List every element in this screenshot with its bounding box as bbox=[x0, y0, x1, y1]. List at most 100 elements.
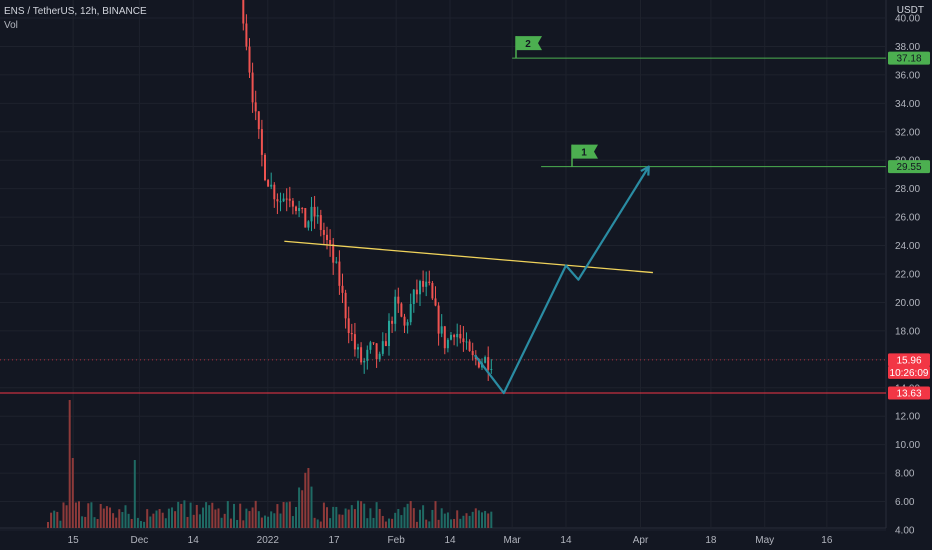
candle-body bbox=[428, 281, 431, 283]
candle bbox=[381, 332, 384, 357]
candle-body bbox=[264, 154, 266, 181]
candle-body bbox=[350, 332, 353, 335]
target-flag-1[interactable]: 1 bbox=[571, 144, 598, 167]
volume-bars bbox=[47, 400, 493, 528]
x-tick-label: May bbox=[755, 535, 774, 546]
volume-bar bbox=[248, 511, 251, 528]
volume-bar bbox=[96, 519, 99, 528]
candle-body bbox=[425, 281, 428, 287]
time-axis: 15 Dec 14 2022 17 Feb 14 Mar 14 Apr 18 May 16 bbox=[68, 0, 833, 546]
volume-bar bbox=[291, 516, 294, 528]
x-tick-label: Feb bbox=[388, 535, 406, 546]
volume-bar bbox=[301, 490, 304, 528]
volume-indicator-label[interactable]: Vol bbox=[4, 20, 18, 31]
volume-bar bbox=[161, 512, 164, 528]
volume-bar bbox=[47, 521, 49, 528]
volume-bar bbox=[124, 505, 127, 528]
current-price-label: 15.96 bbox=[888, 353, 930, 367]
volume-bar bbox=[59, 520, 62, 528]
candle bbox=[366, 345, 369, 370]
y-tick-label: 10.00 bbox=[895, 440, 920, 451]
volume-bar bbox=[434, 501, 437, 528]
volume-bar bbox=[180, 503, 183, 528]
candle-body bbox=[419, 281, 421, 295]
y-tick-label: 4.00 bbox=[895, 526, 915, 537]
candle-body bbox=[468, 341, 471, 352]
candle-body bbox=[273, 184, 276, 200]
candle-body bbox=[381, 341, 384, 354]
volume-bar bbox=[229, 518, 232, 528]
candle bbox=[425, 271, 428, 297]
volume-bar bbox=[195, 504, 198, 528]
volume-bar bbox=[366, 518, 369, 528]
candle bbox=[419, 279, 421, 307]
candle bbox=[378, 351, 381, 362]
candle bbox=[412, 289, 415, 313]
volume-bar bbox=[459, 518, 462, 528]
candle bbox=[409, 293, 412, 326]
candle-body bbox=[375, 343, 378, 360]
volume-bar bbox=[394, 512, 397, 528]
volume-bar bbox=[233, 503, 235, 528]
volume-bar bbox=[456, 510, 459, 528]
candle-body bbox=[326, 234, 328, 240]
candle-body bbox=[394, 296, 397, 324]
candle bbox=[350, 323, 353, 341]
volume-bar bbox=[481, 512, 483, 528]
target1-price-label-text: 29.55 bbox=[896, 162, 921, 173]
volume-bar bbox=[350, 505, 353, 528]
x-tick-label: 15 bbox=[68, 535, 80, 546]
volume-bar bbox=[143, 521, 146, 528]
volume-bar bbox=[288, 501, 291, 528]
candle-body bbox=[391, 320, 394, 324]
candle-body bbox=[459, 333, 462, 339]
current-price-label-text: 15.96 bbox=[896, 355, 921, 366]
candle bbox=[264, 153, 266, 182]
candle bbox=[456, 323, 459, 347]
currency-label: USDT bbox=[896, 5, 924, 16]
y-tick-label: 8.00 bbox=[895, 469, 915, 480]
volume-bar bbox=[471, 511, 474, 528]
volume-bar bbox=[307, 467, 310, 528]
support-price-label-bg bbox=[888, 386, 930, 400]
candle bbox=[484, 355, 487, 364]
volume-bar bbox=[211, 502, 214, 528]
candle bbox=[450, 331, 452, 341]
target-flag-2[interactable]: 2 bbox=[515, 36, 542, 59]
candle bbox=[487, 346, 490, 381]
candle bbox=[471, 342, 474, 361]
volume-bar bbox=[375, 502, 378, 528]
candle-body bbox=[477, 359, 480, 368]
candle bbox=[394, 289, 397, 332]
volume-bar bbox=[282, 502, 285, 528]
volume-bar bbox=[186, 516, 189, 528]
volume-bar bbox=[56, 511, 59, 528]
candle-body bbox=[487, 357, 490, 370]
candle-body bbox=[341, 285, 344, 293]
volume-bar bbox=[437, 519, 440, 528]
candle-body bbox=[440, 326, 443, 334]
volume-bar bbox=[71, 458, 74, 528]
current-price-label-bg bbox=[888, 353, 930, 367]
volume-bar bbox=[53, 510, 56, 528]
candle bbox=[397, 287, 400, 313]
volume-bar bbox=[65, 505, 68, 528]
candle bbox=[304, 207, 307, 228]
candle bbox=[242, 0, 245, 31]
volume-bar bbox=[310, 486, 313, 528]
candle bbox=[357, 343, 359, 359]
candle-body bbox=[397, 296, 400, 304]
volume-bar bbox=[264, 515, 266, 528]
volume-bar bbox=[335, 506, 338, 528]
volume-bar bbox=[167, 508, 170, 528]
candle-body bbox=[462, 338, 465, 343]
volume-bar bbox=[487, 513, 490, 528]
volume-bar bbox=[130, 518, 133, 528]
volume-bar bbox=[322, 502, 325, 528]
candle-body bbox=[484, 357, 487, 363]
volume-bar bbox=[372, 517, 375, 528]
candle-body bbox=[291, 200, 294, 207]
candle-body bbox=[366, 349, 369, 361]
candle bbox=[322, 222, 325, 245]
